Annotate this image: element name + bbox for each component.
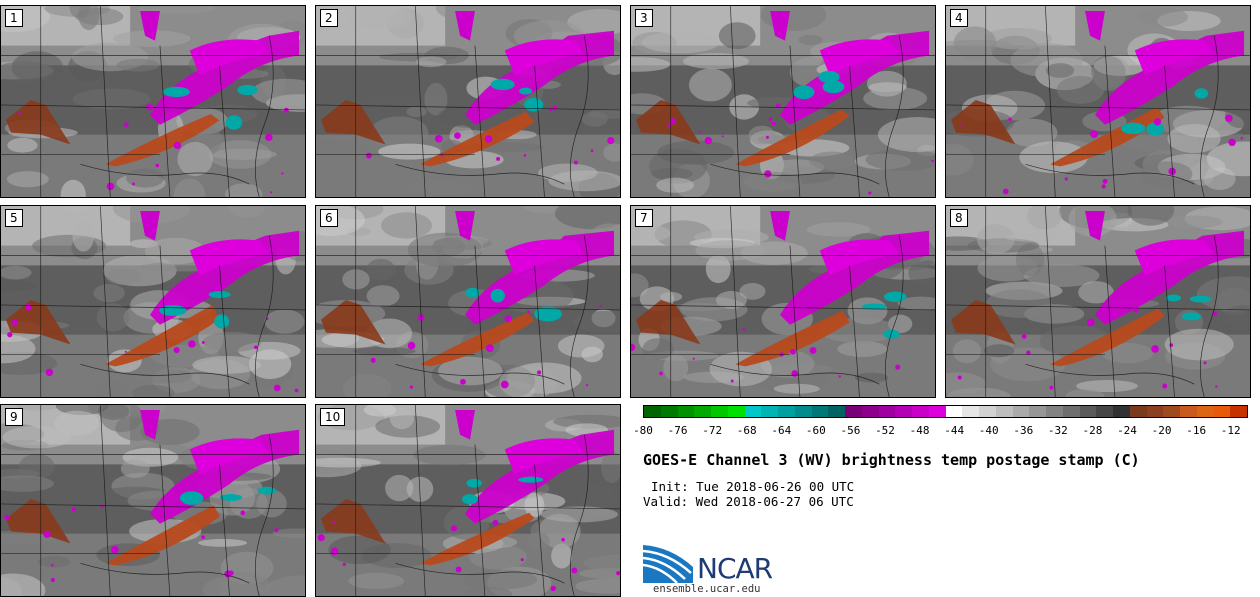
wv-map — [946, 6, 1250, 197]
wv-map — [316, 206, 620, 397]
colorbar-tick-label: -64 — [771, 424, 792, 437]
colorbar-swatch — [778, 406, 795, 417]
site-url: ensemble.ucar.edu — [653, 583, 761, 595]
colorbar-swatch — [912, 406, 929, 417]
colorbar-swatch — [644, 406, 661, 417]
colorbar-tick-label: -32 — [1047, 424, 1068, 437]
colorbar-swatch — [1163, 406, 1180, 417]
colorbar-tick-label: -16 — [1186, 424, 1207, 437]
colorbar-swatch — [979, 406, 996, 417]
colorbar-swatch — [1180, 406, 1197, 417]
stamp-panel-2: 2 — [315, 5, 621, 198]
panel-label: 3 — [635, 9, 653, 27]
valid-time: Valid: Wed 2018-06-27 06 UTC — [643, 494, 854, 509]
colorbar-tick-label: -12 — [1220, 424, 1241, 437]
colorbar-swatch — [1079, 406, 1097, 417]
colorbar-swatch — [895, 406, 912, 417]
colorbar-swatch — [1012, 406, 1030, 417]
panel-label: 1 — [5, 9, 23, 27]
colorbar-tick-label: -28 — [1082, 424, 1103, 437]
panel-label: 8 — [950, 209, 968, 227]
colorbar-swatch — [660, 406, 678, 417]
colorbar-tick-label: -24 — [1117, 424, 1137, 437]
colorbar-swatch — [794, 406, 812, 417]
colorbar-swatch — [727, 406, 745, 417]
colorbar-tick-label: -20 — [1151, 424, 1172, 437]
colorbar-swatch — [744, 406, 762, 417]
stamp-panel-5: 5 — [0, 205, 306, 398]
colorbar-swatch — [1062, 406, 1080, 417]
product-title: GOES-E Channel 3 (WV) brightness temp po… — [643, 451, 1140, 469]
ncar-logo-icon — [643, 545, 693, 583]
colorbar-swatch — [928, 406, 946, 417]
colorbar-swatch — [945, 406, 963, 417]
wv-map — [631, 6, 935, 197]
wv-map — [1, 206, 305, 397]
colorbar-tick-label: -80 — [633, 424, 653, 437]
colorbar-swatch — [1213, 406, 1231, 417]
colorbar-tick-label: -40 — [978, 424, 999, 437]
panel-label: 10 — [320, 408, 346, 426]
wv-map — [316, 405, 620, 596]
colorbar-tick-label: -56 — [840, 424, 861, 437]
colorbar-swatch — [1096, 406, 1113, 417]
colorbar-swatch — [962, 406, 979, 417]
colorbar-swatch — [1029, 406, 1046, 417]
colorbar-tick-label: -76 — [667, 424, 688, 437]
colorbar-swatch — [761, 406, 778, 417]
wv-map — [1, 6, 305, 197]
wv-map — [1, 405, 305, 596]
wv-map — [631, 206, 935, 397]
panel-label: 4 — [950, 9, 968, 27]
colorbar-tick-label: -52 — [875, 424, 895, 437]
stamp-panel-6: 6 — [315, 205, 621, 398]
colorbar-swatch — [995, 406, 1013, 417]
init-time: Init: Tue 2018-06-26 00 UTC — [651, 479, 855, 494]
stamp-panel-3: 3 — [630, 5, 936, 198]
colorbar-swatch — [1129, 406, 1147, 417]
colorbar-swatch — [1113, 406, 1130, 417]
colorbar-swatch — [845, 406, 862, 417]
colorbar-swatch — [828, 406, 845, 417]
panel-label: 2 — [320, 9, 338, 27]
colorbar-tick-label: -44 — [944, 424, 965, 437]
colorbar-tick-label: -48 — [909, 424, 930, 437]
panel-label: 6 — [320, 209, 338, 227]
ncar-logo-text: NCAR — [697, 552, 773, 585]
stamp-panel-7: 7 — [630, 205, 936, 398]
colorbar-swatch — [1196, 406, 1214, 417]
colorbar-swatch — [1046, 406, 1063, 417]
colorbar-swatch — [1146, 406, 1164, 417]
colorbar-tick-label: -36 — [1013, 424, 1034, 437]
colorbar-tick-label: -68 — [736, 424, 757, 437]
stamp-panel-9: 9 — [0, 404, 306, 597]
colorbar-tick-label: -72 — [702, 424, 723, 437]
colorbar-swatch — [1230, 406, 1247, 417]
wv-map — [316, 6, 620, 197]
stamp-panel-1: 1 — [0, 5, 306, 198]
colorbar-swatch — [861, 406, 879, 417]
stamp-panel-8: 8 — [945, 205, 1251, 398]
wv-map — [946, 206, 1250, 397]
colorbar — [643, 405, 1248, 418]
colorbar-swatch — [711, 406, 728, 417]
panel-label: 7 — [635, 209, 653, 227]
colorbar-swatch — [878, 406, 896, 417]
colorbar-swatch — [811, 406, 829, 417]
colorbar-tick-label: -60 — [805, 424, 826, 437]
colorbar-swatch — [694, 406, 711, 417]
panel-label: 5 — [5, 209, 23, 227]
panel-label: 9 — [5, 408, 23, 426]
stamp-panel-10: 10 — [315, 404, 621, 597]
stamp-panel-4: 4 — [945, 5, 1251, 198]
colorbar-swatch — [677, 406, 695, 417]
